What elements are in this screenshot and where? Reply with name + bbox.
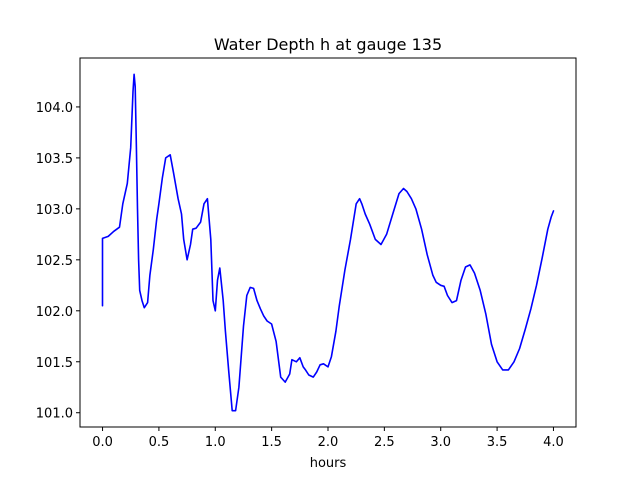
- x-tick-label: 1.0: [205, 435, 226, 450]
- y-tick-label: 103.0: [36, 203, 73, 218]
- x-tick-label: 3.5: [487, 435, 508, 450]
- y-tick-label: 101.0: [36, 407, 73, 422]
- y-axis: 101.0 101.5 102.0 102.5 103.0 103.5 104.0: [36, 101, 80, 422]
- x-tick-label: 1.5: [261, 435, 282, 450]
- x-axis-label: hours: [310, 456, 347, 471]
- y-tick-label: 102.0: [36, 305, 73, 320]
- x-tick-label: 0.5: [149, 435, 170, 450]
- x-tick-label: 4.0: [543, 435, 564, 450]
- y-tick-label: 102.5: [36, 254, 73, 269]
- x-tick-label: 2.5: [374, 435, 395, 450]
- x-tick-label: 2.0: [318, 435, 339, 450]
- chart-title: Water Depth h at gauge 135: [214, 35, 442, 54]
- y-tick-label: 104.0: [36, 101, 73, 116]
- x-tick-label: 3.0: [430, 435, 451, 450]
- y-tick-label: 103.5: [36, 152, 73, 167]
- series-layer: [101, 73, 555, 412]
- x-axis: 0.0 0.5 1.0 1.5 2.0 2.5 3.0 3.5 4.0: [92, 427, 564, 450]
- y-tick-label: 101.5: [36, 356, 73, 371]
- x-tick-label: 0.0: [92, 435, 113, 450]
- series-line: [101, 73, 555, 412]
